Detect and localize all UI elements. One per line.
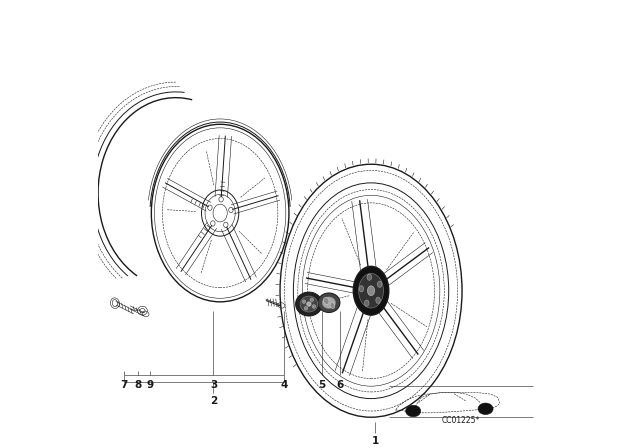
Text: 6: 6 [337, 379, 344, 389]
Ellipse shape [307, 302, 311, 306]
Text: 9: 9 [147, 379, 154, 389]
Text: 5: 5 [319, 379, 326, 389]
Ellipse shape [406, 405, 420, 417]
Text: 3: 3 [210, 379, 217, 389]
Text: 4: 4 [281, 379, 288, 389]
Ellipse shape [376, 297, 380, 303]
Text: 2: 2 [210, 396, 217, 406]
Text: 1: 1 [372, 436, 379, 446]
Ellipse shape [322, 297, 335, 309]
Ellipse shape [302, 300, 306, 303]
Ellipse shape [367, 274, 372, 280]
Ellipse shape [318, 293, 340, 313]
Text: 8: 8 [134, 379, 141, 389]
Ellipse shape [330, 302, 335, 308]
Ellipse shape [478, 403, 493, 414]
Ellipse shape [367, 286, 374, 296]
Text: 7: 7 [120, 379, 127, 389]
Ellipse shape [300, 296, 318, 312]
Text: CC01225*: CC01225* [442, 416, 481, 425]
Ellipse shape [353, 266, 388, 315]
Ellipse shape [312, 305, 316, 308]
Ellipse shape [296, 292, 322, 316]
Ellipse shape [359, 286, 364, 292]
Ellipse shape [365, 300, 369, 306]
Ellipse shape [310, 298, 314, 302]
Ellipse shape [358, 273, 383, 308]
Ellipse shape [323, 297, 329, 304]
Ellipse shape [378, 281, 382, 287]
Ellipse shape [304, 306, 308, 310]
